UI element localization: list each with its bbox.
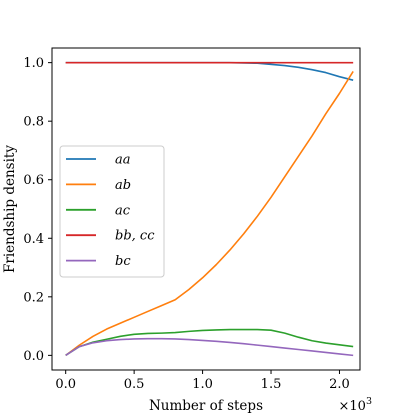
- x-tick-label: 2.0: [329, 377, 350, 392]
- y-tick-label: 0.8: [23, 115, 44, 130]
- legend-label: aa: [115, 153, 131, 168]
- series-line-5: [65, 337, 354, 357]
- series-layer: [65, 61, 354, 357]
- legend-label: ab: [115, 178, 131, 193]
- y-tick-label: 0.6: [23, 173, 44, 188]
- x-tick-label: 1.5: [261, 377, 282, 392]
- x-axis-label: Number of steps: [149, 398, 263, 414]
- plot-area: 0.0 0.5 1.0 1.5 2.0 0.0 0.2 0.4 0.6 0.8 1.0: [23, 47, 361, 392]
- plot-frame: [51, 47, 361, 371]
- y-tick-label: 1.0: [23, 56, 44, 71]
- legend-label: bb, cc: [115, 229, 155, 244]
- legend-label: ac: [115, 203, 131, 218]
- series-line-2: [65, 70, 354, 357]
- legend-items: aa ab ac bb, cc bc: [66, 153, 155, 269]
- series-line-1: [65, 61, 354, 81]
- y-tick-label: 0.4: [23, 232, 44, 247]
- y-tick-label: 0.0: [23, 349, 44, 364]
- legend-box: [59, 145, 165, 278]
- legend: aa ab ac bb, cc bc: [59, 145, 165, 278]
- x-axis-multiplier: ×103: [339, 396, 372, 414]
- series-line-3: [65, 328, 354, 357]
- x-tick-label: 1.0: [192, 377, 213, 392]
- x-axis-multiplier-exponent: 3: [366, 396, 372, 407]
- x-tick-label: 0.5: [124, 377, 145, 392]
- y-axis-label: Friendship density: [2, 145, 18, 273]
- y-tick-label: 0.2: [23, 290, 44, 305]
- ticks-layer: 0.0 0.5 1.0 1.5 2.0 0.0 0.2 0.4 0.6 0.8 1.0: [23, 56, 349, 392]
- x-axis-multiplier-base: ×10: [339, 399, 366, 414]
- x-tick-label: 0.0: [55, 377, 76, 392]
- legend-label: bc: [115, 254, 131, 269]
